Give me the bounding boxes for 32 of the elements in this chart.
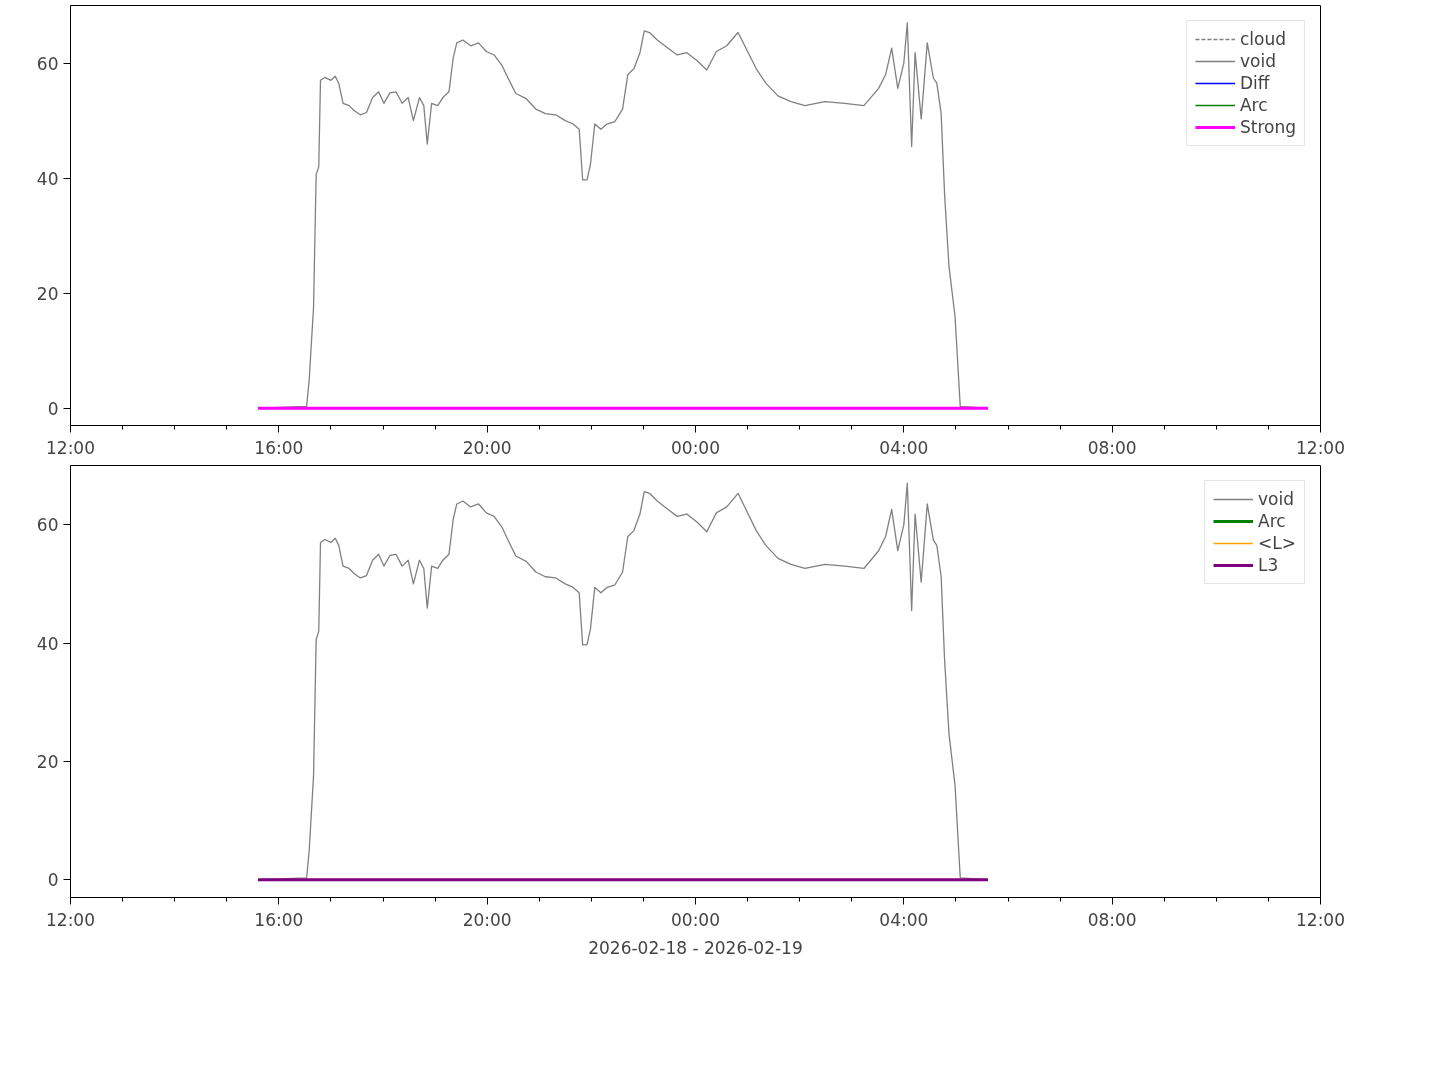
x-tick-label: 12:00	[46, 437, 95, 458]
legend-label: Arc	[1258, 511, 1286, 531]
y-tick-label: 40	[36, 168, 59, 189]
y-tick-label: 60	[36, 515, 59, 536]
y-tick-label: 20	[36, 751, 59, 772]
x-tick-label: 00:00	[671, 437, 720, 458]
x-tick-label: 00:00	[671, 909, 720, 930]
x-tick-label: 04:00	[879, 437, 929, 458]
legend-label: Arc	[1239, 95, 1268, 115]
y-tick-label: 40	[36, 633, 59, 654]
x-tick-label: 12:00	[1296, 437, 1345, 458]
x-tick-label: 20:00	[462, 909, 512, 930]
x-tick-label: 08:00	[1087, 909, 1137, 930]
x-tick-label: 12:00	[46, 909, 95, 930]
y-tick-label: 60	[36, 53, 59, 74]
legend-label: cloud	[1239, 29, 1286, 49]
legend-label: void	[1239, 51, 1276, 71]
x-tick-label: 16:00	[254, 909, 304, 930]
x-tick-label: 12:00	[1296, 909, 1345, 930]
x-tick-label: 20:00	[462, 437, 512, 458]
legend-label: <L>	[1258, 533, 1296, 553]
legend-label: Strong	[1239, 117, 1296, 137]
y-tick-label: 0	[47, 870, 59, 891]
x-tick-label: 08:00	[1087, 437, 1137, 458]
legend-label: void	[1258, 489, 1295, 509]
x-tick-label: 16:00	[254, 437, 304, 458]
y-tick-label: 0	[47, 398, 59, 419]
x-tick-label: 04:00	[879, 909, 929, 930]
legend-label: L3	[1258, 555, 1279, 575]
legend-label: Diff	[1239, 73, 1270, 93]
y-tick-label: 20	[36, 283, 59, 304]
x-axis-title: 2026-02-18 - 2026-02-19	[588, 937, 803, 958]
